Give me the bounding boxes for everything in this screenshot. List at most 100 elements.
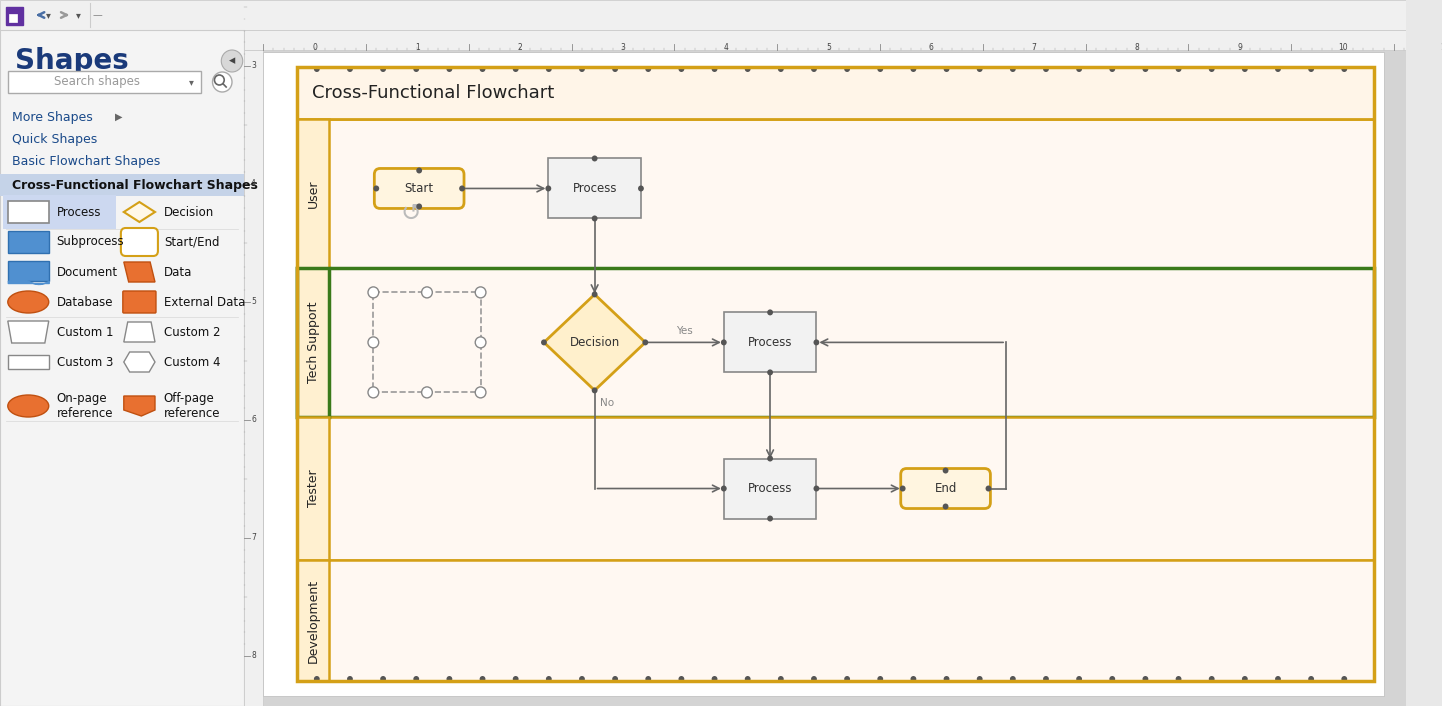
Text: 4: 4 [251, 179, 255, 189]
Circle shape [613, 676, 619, 682]
Text: 7: 7 [1032, 42, 1037, 52]
Bar [6, 7, 23, 25]
Circle shape [637, 186, 645, 191]
Text: Search shapes: Search shapes [55, 76, 140, 88]
Circle shape [580, 676, 585, 682]
Bar [7, 201, 49, 223]
Text: Document: Document [56, 265, 118, 278]
Bar [724, 458, 816, 518]
Polygon shape [124, 202, 154, 222]
Bar [3, 195, 115, 229]
Text: 5: 5 [826, 42, 831, 52]
Text: ↺: ↺ [401, 201, 423, 225]
Circle shape [591, 292, 597, 297]
Circle shape [513, 66, 519, 72]
Text: More Shapes: More Shapes [12, 111, 92, 124]
Text: Data: Data [164, 265, 192, 278]
Text: 0: 0 [311, 42, 317, 52]
Circle shape [547, 676, 552, 682]
Circle shape [348, 66, 353, 72]
Circle shape [1009, 676, 1015, 682]
Circle shape [767, 455, 773, 462]
Text: Process: Process [748, 336, 792, 349]
Text: 2: 2 [518, 42, 522, 52]
Bar [7, 261, 49, 281]
Text: 4: 4 [724, 42, 728, 52]
Text: Basic Flowchart Shapes: Basic Flowchart Shapes [12, 155, 160, 167]
Bar [297, 67, 1374, 681]
Circle shape [910, 676, 916, 682]
Circle shape [877, 676, 883, 682]
Bar [297, 268, 329, 417]
Circle shape [1208, 676, 1214, 682]
Circle shape [810, 66, 818, 72]
Ellipse shape [7, 395, 49, 417]
Circle shape [900, 486, 906, 491]
Circle shape [910, 66, 916, 72]
Circle shape [985, 486, 992, 491]
Circle shape [545, 186, 551, 191]
Bar [0, 174, 244, 196]
Circle shape [314, 676, 320, 682]
Circle shape [642, 340, 649, 345]
FancyBboxPatch shape [123, 291, 156, 313]
Circle shape [943, 503, 949, 510]
Bar [0, 0, 1406, 30]
Bar [0, 30, 244, 706]
Circle shape [943, 676, 949, 682]
Text: Tech Support: Tech Support [307, 301, 320, 383]
Circle shape [541, 340, 547, 345]
Circle shape [767, 309, 773, 316]
Circle shape [813, 486, 819, 491]
Polygon shape [124, 322, 154, 342]
Circle shape [1175, 676, 1181, 682]
Circle shape [591, 155, 597, 162]
Circle shape [813, 340, 819, 345]
Circle shape [421, 287, 433, 298]
Circle shape [381, 676, 386, 682]
Text: Quick Shapes: Quick Shapes [12, 133, 97, 145]
Text: —: — [92, 10, 102, 20]
Text: End: End [934, 482, 956, 495]
Circle shape [1242, 66, 1247, 72]
Circle shape [1009, 66, 1015, 72]
Circle shape [547, 66, 552, 72]
Circle shape [744, 676, 751, 682]
Text: Start: Start [405, 182, 434, 195]
Bar [7, 231, 49, 253]
Circle shape [1076, 676, 1082, 682]
Circle shape [613, 66, 619, 72]
Bar [297, 119, 1374, 268]
Text: ▾: ▾ [75, 10, 81, 20]
Circle shape [212, 72, 232, 92]
Bar [297, 560, 1374, 681]
Text: Custom 2: Custom 2 [164, 325, 221, 338]
Bar [7, 71, 200, 93]
Polygon shape [124, 396, 154, 416]
Circle shape [1308, 676, 1314, 682]
Circle shape [591, 388, 597, 393]
Circle shape [744, 66, 751, 72]
Text: Process: Process [56, 205, 101, 218]
Bar [244, 30, 1406, 50]
Text: No: No [600, 398, 614, 408]
Circle shape [421, 387, 433, 398]
Circle shape [1208, 66, 1214, 72]
Text: ▾: ▾ [46, 10, 50, 20]
Circle shape [348, 676, 353, 682]
Text: 3: 3 [620, 42, 626, 52]
Text: Off-page
reference: Off-page reference [164, 392, 221, 420]
Circle shape [721, 340, 727, 345]
Text: Yes: Yes [676, 326, 694, 336]
FancyBboxPatch shape [901, 469, 991, 508]
Bar [548, 158, 640, 218]
Text: On-page
reference: On-page reference [56, 392, 112, 420]
Text: Decision: Decision [164, 205, 213, 218]
Bar [297, 119, 329, 268]
Circle shape [580, 66, 585, 72]
Bar [724, 312, 816, 372]
Text: User: User [307, 179, 320, 208]
Text: 3: 3 [251, 61, 255, 71]
Text: Custom 3: Custom 3 [56, 356, 112, 369]
Circle shape [513, 676, 519, 682]
